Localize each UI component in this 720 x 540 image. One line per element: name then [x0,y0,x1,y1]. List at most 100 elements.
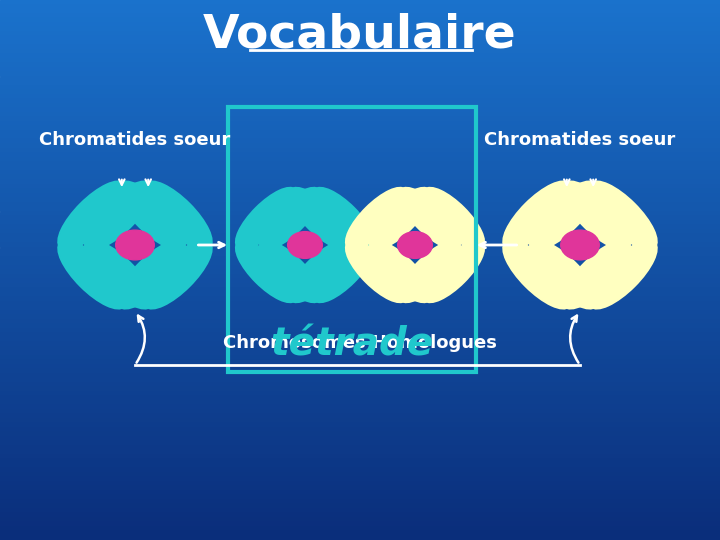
Bar [0,364,720,369]
Bar [0,230,720,234]
Bar [0,441,720,445]
Bar [0,409,720,414]
Bar [0,414,720,418]
Bar [0,324,720,328]
Ellipse shape [369,188,431,249]
Bar [0,382,720,387]
Ellipse shape [236,188,297,249]
Bar [0,374,720,378]
Bar [0,63,720,68]
Ellipse shape [116,230,154,260]
Bar [0,198,720,202]
Ellipse shape [369,241,431,302]
Bar [0,378,720,382]
Bar [0,225,720,229]
Bar [0,369,720,374]
Bar [0,90,720,94]
Text: Vocabulaire: Vocabulaire [203,12,517,57]
Bar [0,131,720,135]
Bar [0,463,720,468]
Ellipse shape [260,188,321,249]
Bar [0,486,720,490]
Bar [0,360,720,364]
Bar [0,405,720,409]
Bar [0,40,720,45]
Bar [0,482,720,486]
Bar [0,477,720,482]
Bar [0,207,720,212]
Bar [0,459,720,463]
Bar [0,436,720,441]
Bar [0,18,720,23]
Text: tétrade: tétrade [271,325,433,363]
Bar [0,239,720,243]
Ellipse shape [85,241,153,308]
Ellipse shape [589,241,657,308]
Bar [0,247,720,252]
Bar [0,306,720,310]
Bar [0,99,720,104]
Bar [0,234,720,239]
Ellipse shape [117,241,185,308]
Bar [0,81,720,85]
Ellipse shape [58,181,126,249]
Bar [0,171,720,176]
Bar [0,490,720,495]
Bar [0,216,720,220]
Bar [0,189,720,193]
Bar [0,139,720,144]
Bar [0,0,720,4]
Bar [0,297,720,301]
Bar [0,274,720,279]
Bar [0,23,720,27]
Ellipse shape [399,188,460,249]
Ellipse shape [397,232,432,258]
Bar [0,392,720,396]
Ellipse shape [236,241,297,302]
Bar [0,338,720,342]
Bar [0,54,720,58]
Bar [0,284,720,288]
Bar [0,500,720,504]
Ellipse shape [288,232,323,258]
Bar [0,72,720,77]
Bar [0,450,720,455]
Bar [0,68,720,72]
Ellipse shape [313,241,374,302]
Bar [228,107,476,372]
Bar [0,536,720,540]
Text: Chromatides soeur: Chromatides soeur [40,131,230,149]
Bar [0,472,720,477]
Bar [0,279,720,284]
Bar [0,526,720,531]
Bar [0,162,720,166]
Bar [0,328,720,333]
Ellipse shape [589,181,657,249]
Bar [0,270,720,274]
Bar [0,243,720,247]
Ellipse shape [399,241,460,302]
Bar [0,455,720,459]
Bar [0,495,720,500]
Ellipse shape [530,241,598,308]
Bar [0,185,720,189]
Bar [0,315,720,320]
Ellipse shape [503,181,571,249]
Bar [0,256,720,261]
Bar [0,342,720,347]
Ellipse shape [562,181,630,249]
Bar [0,148,720,153]
Bar [0,220,720,225]
Bar [0,58,720,63]
Bar [0,85,720,90]
Bar [0,333,720,338]
Ellipse shape [346,188,407,249]
Bar [0,468,720,472]
Bar [0,310,720,315]
Bar [0,112,720,117]
Ellipse shape [561,230,599,260]
Bar [0,45,720,50]
Bar [0,509,720,513]
Bar [0,522,720,526]
Bar [0,166,720,171]
